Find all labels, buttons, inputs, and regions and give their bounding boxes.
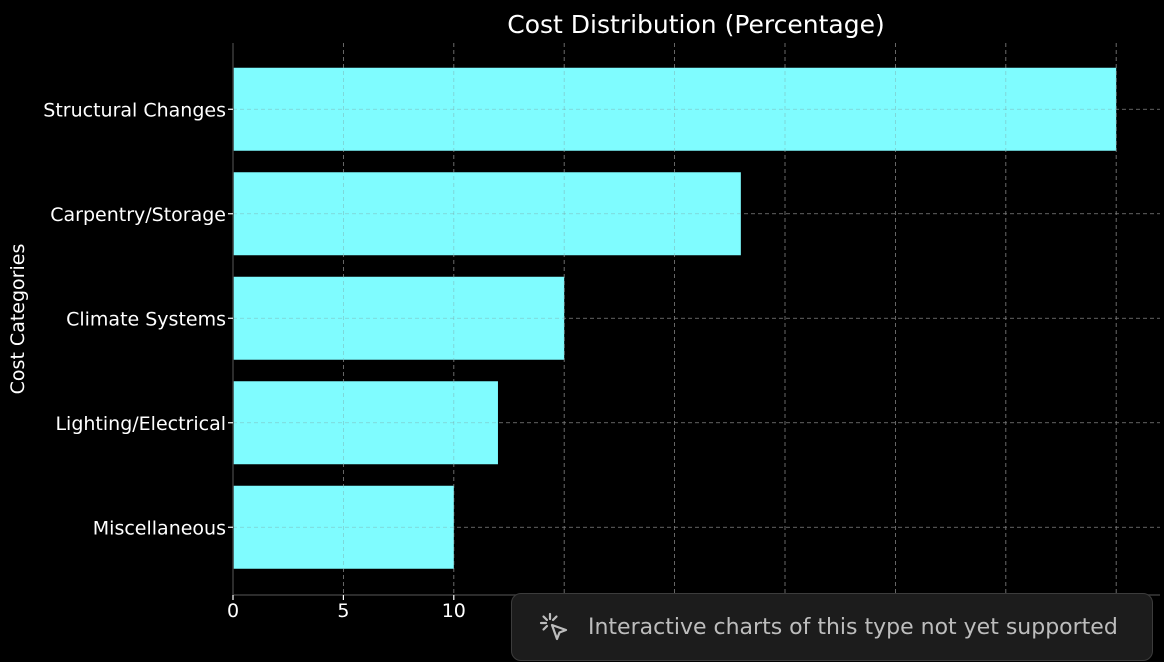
bar xyxy=(233,381,498,465)
toast-message: Interactive charts of this type not yet … xyxy=(588,614,1118,640)
bars-layer xyxy=(233,43,1160,595)
bar xyxy=(233,67,1117,151)
category-label: Climate Systems xyxy=(66,308,226,330)
category-label: Lighting/Electrical xyxy=(55,413,226,435)
category-label: Carpentry/Storage xyxy=(50,204,226,226)
category-label: Structural Changes xyxy=(43,99,226,121)
x-tick-label: 5 xyxy=(337,600,349,622)
x-tick-label: 10 xyxy=(442,600,466,622)
sparkle-cursor-icon xyxy=(539,612,568,641)
bar xyxy=(233,172,741,256)
y-axis-label: Cost Categories xyxy=(7,244,29,395)
bar xyxy=(233,485,454,569)
unsupported-chart-toast: Interactive charts of this type not yet … xyxy=(511,593,1153,661)
category-label: Miscellaneous xyxy=(93,517,226,539)
chart-title: Cost Distribution (Percentage) xyxy=(507,10,884,39)
bar xyxy=(233,276,565,360)
x-tick-label: 0 xyxy=(227,600,239,622)
